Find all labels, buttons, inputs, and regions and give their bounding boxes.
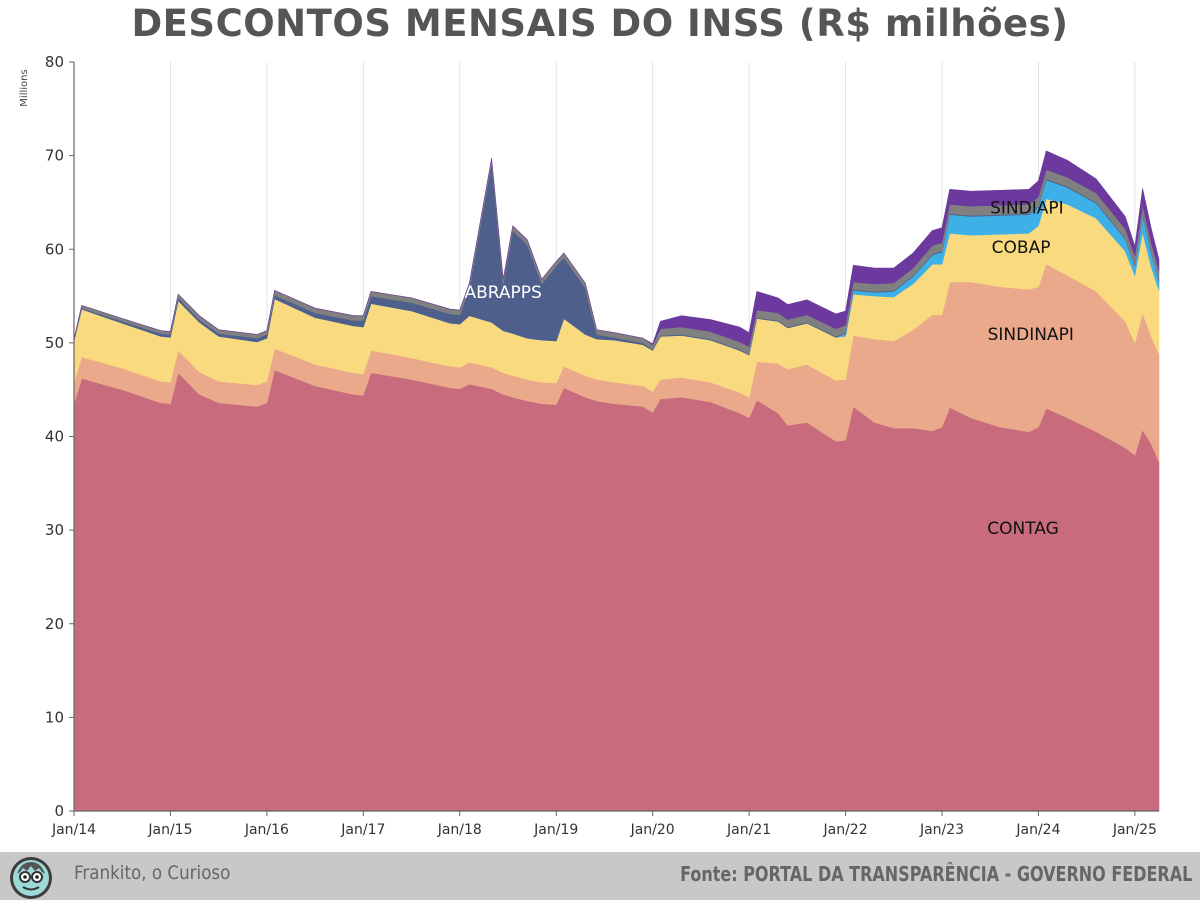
- axes: 0 10 20 30 40 50 60 70 80 Jan/14 Jan/15 Jan/16 Jan/1…: [19, 53, 1159, 838]
- author-credit: Frankito, o Curioso: [74, 862, 231, 884]
- y-tick-label-70: 70: [45, 147, 64, 165]
- series-labels: ABRAPPS SINDIAPI COBAP SINDINAPI CONTAG: [465, 199, 1074, 539]
- area-sindiapi: [73, 150, 1160, 347]
- y-tick-label-30: 30: [45, 521, 64, 539]
- x-tick-label-2: Jan/16: [244, 822, 289, 838]
- y-tick-label-40: 40: [45, 428, 64, 446]
- area-series: [73, 150, 1160, 812]
- y-tick-label-20: 20: [45, 615, 64, 633]
- series-label-contag: CONTAG: [987, 519, 1059, 539]
- area-contag: [73, 369, 1160, 812]
- series-label-cobap: COBAP: [992, 238, 1051, 258]
- y-tick-label-10: 10: [45, 708, 64, 726]
- y-tick-label-50: 50: [45, 334, 64, 352]
- x-tick-label-5: Jan/19: [533, 822, 578, 838]
- y-tick-label-0: 0: [54, 802, 64, 820]
- x-tick-label-7: Jan/21: [726, 822, 771, 838]
- y-axis-title: Millions: [19, 69, 30, 106]
- x-tick-label-4: Jan/18: [437, 822, 482, 838]
- x-tick-label-8: Jan/22: [822, 822, 867, 838]
- y-tick-label-80: 80: [45, 53, 64, 71]
- y-tick-label-60: 60: [45, 240, 64, 258]
- x-tick-label-11: Jan/25: [1112, 822, 1157, 838]
- x-tick-label-10: Jan/24: [1015, 822, 1060, 838]
- data-source: Fonte: PORTAL DA TRANSPARÊNCIA - GOVERNO…: [679, 862, 1192, 886]
- x-tick-label-6: Jan/20: [630, 822, 675, 838]
- chart-title: DESCONTOS MENSAIS DO INSS (R$ milhões): [131, 2, 1069, 45]
- series-label-sindiapi: SINDIAPI: [990, 199, 1064, 219]
- series-label-abrapps: ABRAPPS: [465, 283, 542, 303]
- series-label-sindinapi: SINDINAPI: [988, 325, 1074, 345]
- x-tick-label-1: Jan/15: [147, 822, 192, 838]
- footer-bar: Frankito, o Curioso Fonte: PORTAL DA TRA…: [0, 852, 1200, 900]
- x-tick-label-9: Jan/23: [919, 822, 964, 838]
- stacked-area-chart: 0 10 20 30 40 50 60 70 80 Jan/14 Jan/15 Jan/16 Jan/1…: [19, 53, 1160, 838]
- x-tick-label-3: Jan/17: [340, 822, 385, 838]
- x-tick-label-0: Jan/14: [51, 822, 96, 838]
- frankito-avatar-icon: [10, 857, 52, 899]
